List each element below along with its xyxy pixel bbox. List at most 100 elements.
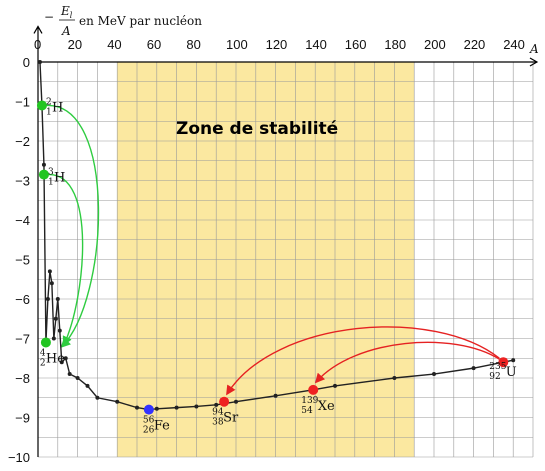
nuclide-point bbox=[36, 100, 47, 111]
y-axis-label-denominator: A bbox=[61, 24, 71, 38]
nuclide-symbol: He bbox=[46, 351, 65, 366]
curve-point bbox=[55, 297, 60, 301]
nuclide-point bbox=[219, 396, 230, 407]
y-tick-label: −4 bbox=[15, 213, 30, 228]
curve-point bbox=[49, 281, 54, 286]
fusion-arrow bbox=[45, 104, 100, 348]
x-tick-label: 100 bbox=[226, 37, 248, 52]
tick-labels: 20 40 60 80 100 120 140 160 180 200 220 240 00 −1 −2 −3… bbox=[8, 37, 525, 465]
curve-point bbox=[174, 405, 179, 410]
curve-point bbox=[75, 376, 80, 380]
x-tick-label: 20 bbox=[68, 37, 82, 52]
curve-point bbox=[47, 269, 52, 274]
reaction-arrows bbox=[45, 104, 500, 396]
curve-point bbox=[432, 372, 436, 377]
y-tick-label: −8 bbox=[15, 371, 30, 386]
x-axis-label: A bbox=[529, 42, 539, 56]
curve-point bbox=[273, 393, 278, 398]
nuclide-mass-number: 94 bbox=[212, 408, 224, 418]
nuclide-atomic-number: 92 bbox=[489, 372, 500, 382]
nuclide-mass-number: 235 bbox=[489, 362, 506, 372]
curve-point bbox=[471, 366, 476, 371]
curve-point bbox=[41, 162, 46, 167]
fission-arrow bbox=[226, 326, 500, 396]
curve-point bbox=[511, 358, 516, 363]
y-axis-arrow bbox=[33, 25, 43, 34]
y-tick-label: −10 bbox=[8, 450, 30, 465]
nuclide-mass-number: 139 bbox=[301, 396, 318, 406]
y-tick-label: −3 bbox=[15, 174, 30, 189]
x-tick-label: 0 bbox=[34, 37, 41, 52]
y-tick-label: −9 bbox=[15, 411, 30, 426]
nuclide-symbol: H bbox=[54, 171, 65, 186]
curve-point bbox=[45, 297, 50, 301]
curve-point bbox=[333, 383, 337, 388]
x-tick-label: 120 bbox=[266, 37, 288, 52]
nuclide-point bbox=[308, 384, 319, 395]
curve-line bbox=[39, 61, 514, 411]
x-tick-label: 220 bbox=[464, 37, 486, 52]
zone-label: Zone de stabilité bbox=[176, 119, 338, 139]
x-tick-label: 80 bbox=[186, 37, 200, 52]
nuclide-symbol: Sr bbox=[223, 411, 239, 426]
curve-point bbox=[194, 404, 199, 409]
nuclide-mass-number: 3 bbox=[48, 168, 54, 178]
curve-point bbox=[135, 405, 139, 410]
y-tick-label: −1 bbox=[15, 95, 30, 110]
nuclide-point bbox=[38, 169, 49, 180]
y-tick-label: −5 bbox=[15, 253, 30, 268]
nuclide-atomic-number: 2 bbox=[40, 358, 46, 368]
x-tick-label: 40 bbox=[107, 37, 121, 52]
curve-point bbox=[392, 376, 397, 380]
x-tick-label: 200 bbox=[424, 37, 446, 52]
nuclide-atomic-number: 1 bbox=[46, 107, 52, 117]
curve-point bbox=[59, 360, 64, 365]
y-tick-label: −7 bbox=[15, 332, 30, 347]
grid bbox=[38, 61, 534, 458]
y-axis-label-prefix: − bbox=[44, 10, 54, 24]
y-tick-label: −6 bbox=[15, 292, 30, 307]
axes bbox=[33, 25, 539, 457]
nuclide-mass-number: 2 bbox=[46, 97, 52, 107]
x-tick-label: 60 bbox=[147, 37, 161, 52]
curve-point bbox=[53, 316, 58, 321]
x-tick-label: 160 bbox=[345, 37, 367, 52]
curve-point bbox=[214, 402, 219, 407]
curve-point bbox=[67, 372, 72, 377]
nuclide-symbol: Fe bbox=[154, 419, 170, 434]
nuclide-symbol: U bbox=[506, 365, 517, 380]
curve-point bbox=[234, 399, 238, 404]
curve-point bbox=[115, 399, 120, 404]
nuclide-point bbox=[40, 337, 51, 348]
y-axis-label: − El A en MeV par nucléon bbox=[44, 4, 202, 38]
nuclide-atomic-number: 54 bbox=[301, 406, 313, 416]
y-tick-label: −2 bbox=[15, 134, 30, 149]
curve-point bbox=[154, 406, 159, 411]
nuclide-mass-number: 4 bbox=[40, 348, 46, 358]
nuclide-point bbox=[498, 357, 509, 368]
x-tick-label: 240 bbox=[503, 37, 525, 52]
curve-point bbox=[37, 60, 42, 64]
nuclide-atomic-number: 38 bbox=[212, 418, 224, 428]
y-tick-label: 0 bbox=[23, 55, 30, 70]
y-axis-label-unit: en MeV par nucléon bbox=[79, 14, 202, 28]
curve-point bbox=[57, 328, 62, 333]
nuclide-symbol: Xe bbox=[318, 399, 335, 414]
curve-point bbox=[85, 383, 90, 388]
x-tick-label: 140 bbox=[305, 37, 327, 52]
fission-arrow bbox=[314, 341, 500, 384]
curve-point bbox=[51, 336, 56, 341]
fusion-arrow bbox=[47, 173, 84, 347]
x-axis-arrow bbox=[529, 57, 539, 67]
y-axis-label-numerator: El bbox=[60, 4, 73, 20]
curve-point bbox=[95, 395, 100, 400]
x-tick-label: 180 bbox=[384, 37, 406, 52]
nuclide-point bbox=[143, 404, 154, 415]
nuclide-atomic-number: 1 bbox=[48, 178, 54, 188]
nuclide-symbol: H bbox=[52, 100, 63, 115]
curve-point bbox=[63, 356, 68, 361]
nuclide-atomic-number: 26 bbox=[143, 426, 155, 436]
nuclide-mass-number: 56 bbox=[143, 416, 155, 426]
